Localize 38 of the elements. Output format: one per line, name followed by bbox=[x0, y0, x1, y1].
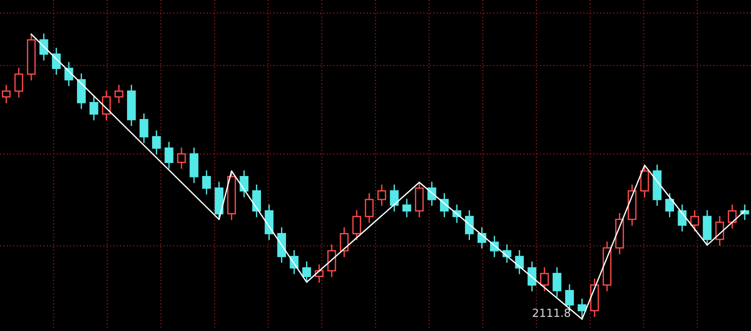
candlestick bbox=[240, 170, 248, 198]
candlestick bbox=[728, 204, 737, 229]
candlestick bbox=[690, 210, 700, 232]
candlestick bbox=[2, 84, 11, 104]
candlestick bbox=[202, 170, 211, 194]
candlestick bbox=[715, 216, 724, 246]
candlestick bbox=[140, 113, 148, 144]
candlestick bbox=[578, 298, 586, 320]
candlestick bbox=[515, 250, 524, 274]
candlestick bbox=[76, 73, 86, 109]
candlestick bbox=[402, 198, 412, 218]
candlestick bbox=[540, 267, 549, 292]
candlestick bbox=[152, 130, 161, 154]
candlestick bbox=[102, 90, 111, 120]
candlestick bbox=[277, 227, 286, 263]
annotation: 2111.8 bbox=[532, 308, 570, 317]
candlestick bbox=[264, 204, 274, 240]
candlestick bbox=[114, 84, 124, 104]
candlestick bbox=[190, 148, 198, 183]
candlestick bbox=[352, 210, 362, 240]
candlestick bbox=[364, 193, 374, 223]
candlestick bbox=[552, 267, 562, 297]
candlestick bbox=[528, 262, 536, 292]
candlestick bbox=[640, 164, 649, 198]
candlestick bbox=[390, 184, 399, 212]
candlestick bbox=[89, 96, 98, 120]
candlestick bbox=[340, 227, 349, 258]
candlestick bbox=[665, 193, 674, 218]
candlestick bbox=[164, 142, 174, 169]
candlestick bbox=[377, 184, 386, 206]
candlestick bbox=[464, 210, 474, 240]
candlestick bbox=[702, 210, 712, 246]
candlestick bbox=[414, 182, 424, 218]
candlestick bbox=[302, 262, 312, 283]
candlestick bbox=[177, 148, 186, 169]
candlestick bbox=[252, 184, 261, 218]
candlestick bbox=[327, 244, 336, 278]
candlestick bbox=[14, 68, 24, 98]
